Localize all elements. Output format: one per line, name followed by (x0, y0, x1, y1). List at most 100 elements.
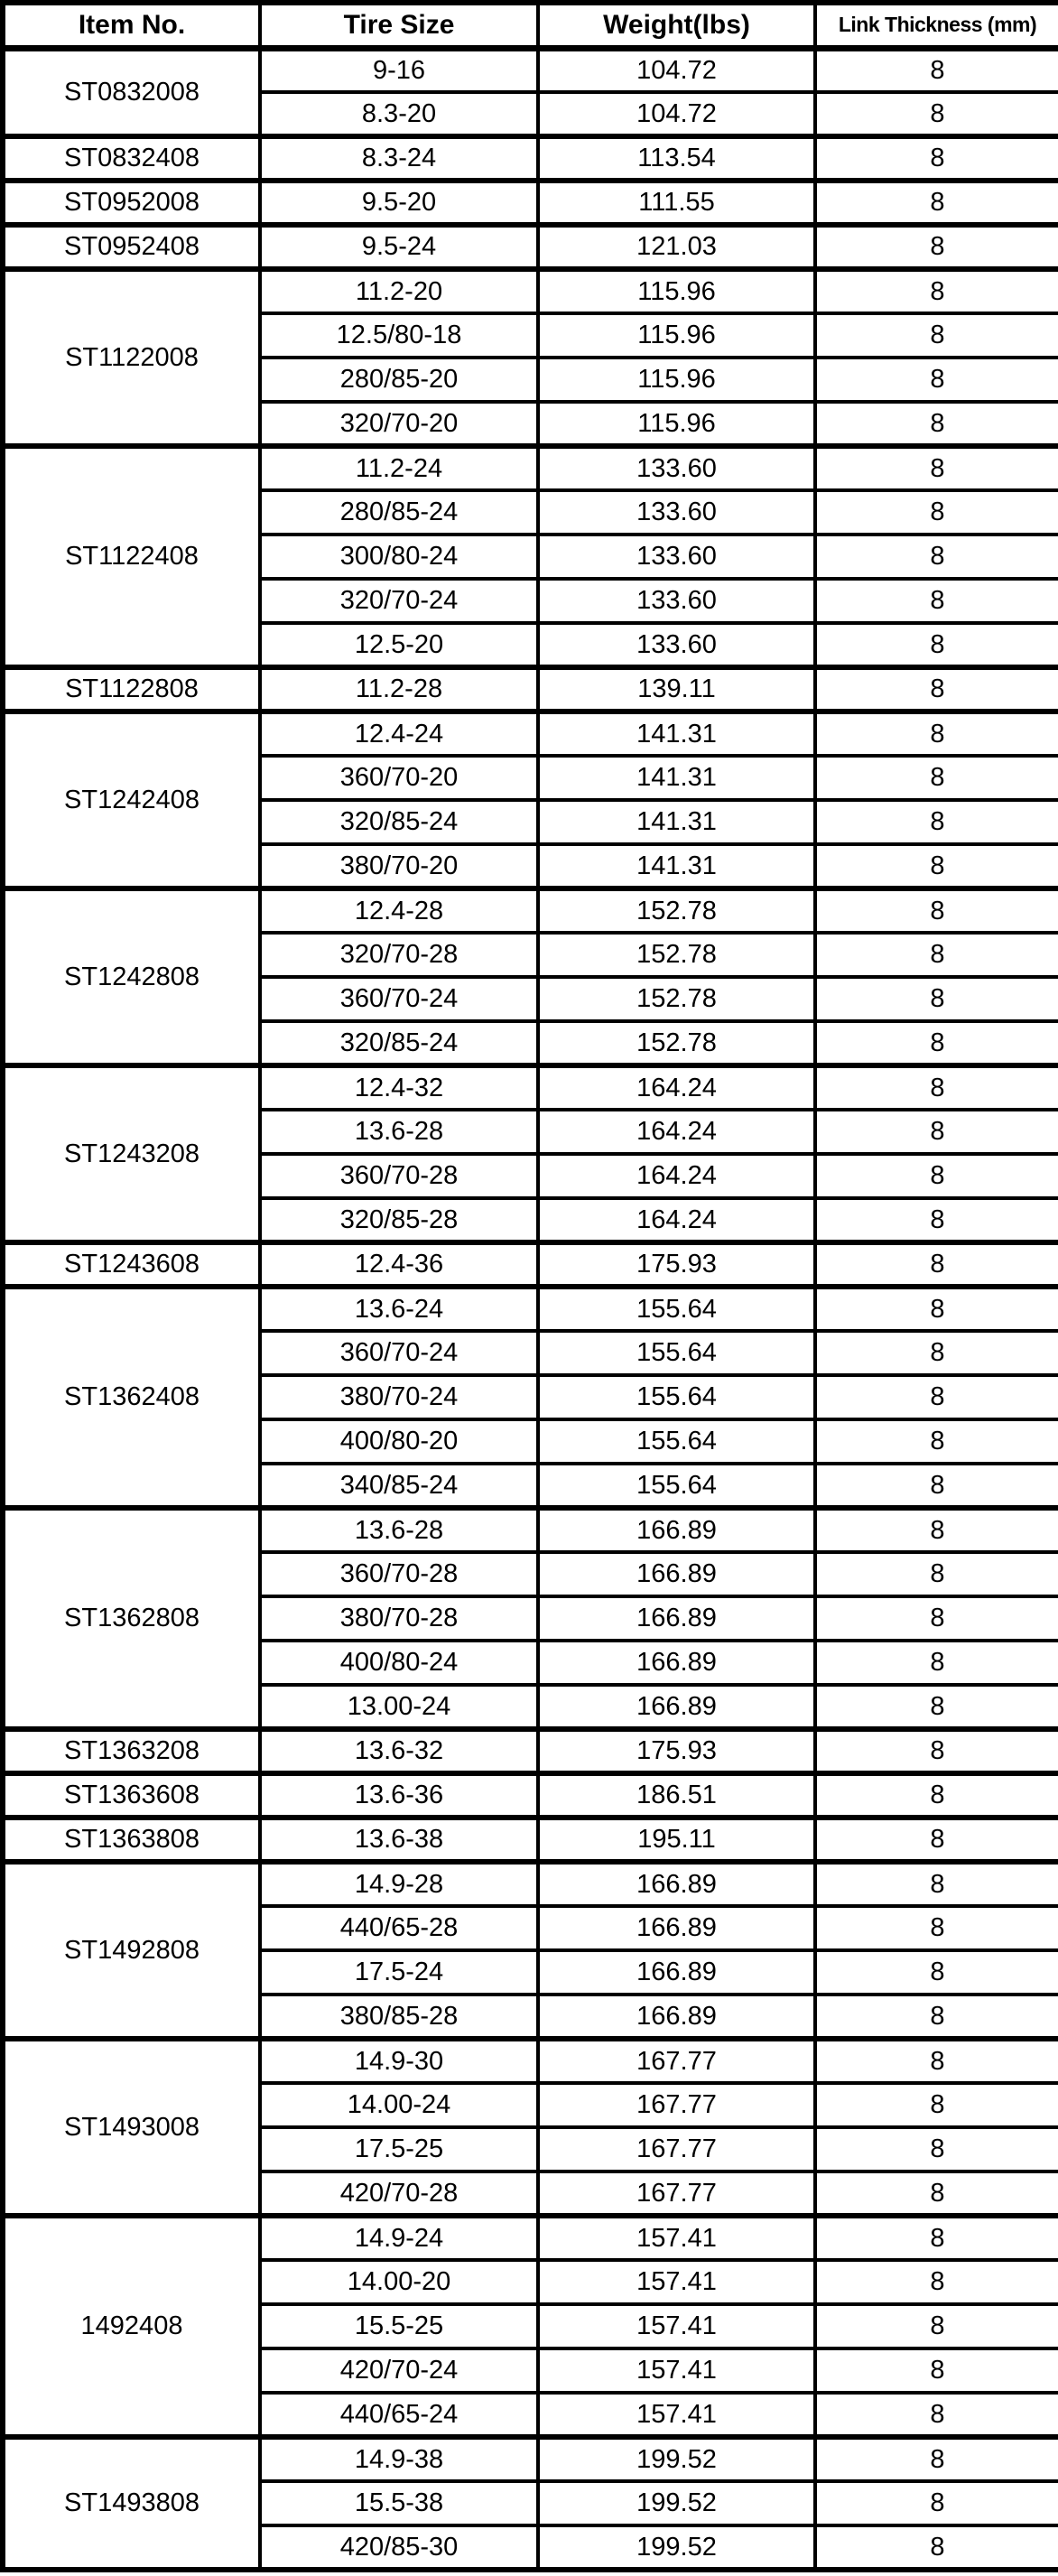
weight-cell: 157.41 (536, 2258, 817, 2304)
table-row: 420/70-28 167.77 8 (3, 2170, 1058, 2216)
table-row: 320/85-28 164.24 8 (3, 1196, 1058, 1242)
link-thickness-cell: 8 (813, 1683, 1058, 1729)
tire-size-cell: 280/85-20 (258, 356, 540, 402)
link-thickness-cell: 8 (813, 1639, 1058, 1685)
table-row: 15.5-38 199.52 8 (3, 2479, 1058, 2525)
table-row: 420/85-30 199.52 8 (3, 2524, 1058, 2570)
table-row: 380/70-20 141.31 8 (3, 842, 1058, 888)
weight-cell: 167.77 (536, 2036, 817, 2083)
item-no-cell: ST0832408 (1, 134, 262, 181)
item-no-cell: ST0952008 (1, 178, 262, 225)
tire-size-cell: 17.5-24 (258, 1948, 540, 1995)
link-thickness-cell: 8 (813, 2434, 1058, 2481)
table-row: ST1493008 14.9-30 167.77 8 (1, 2036, 1058, 2216)
tire-size-cell: 12.4-28 (258, 886, 540, 933)
weight-cell: 155.64 (536, 1462, 817, 1508)
link-thickness-cell: 8 (813, 1948, 1058, 1995)
link-thickness-cell: 8 (813, 1550, 1058, 1596)
link-thickness-cell: 8 (813, 2302, 1058, 2348)
link-thickness-cell: 8 (813, 1418, 1058, 1464)
weight-cell: 133.60 (536, 488, 817, 535)
tire-size-cell: 11.2-24 (258, 443, 540, 490)
table-row: 380/70-28 166.89 8 (3, 1595, 1058, 1641)
weight-cell: 199.52 (536, 2524, 817, 2570)
table-row: ST1493808 14.9-38 199.52 8 (1, 2434, 1058, 2570)
link-thickness-cell: 8 (813, 1019, 1058, 1065)
link-thickness-cell: 8 (813, 798, 1058, 844)
link-thickness-cell: 8 (813, 665, 1058, 711)
link-thickness-cell: 8 (813, 400, 1058, 446)
link-thickness-cell: 8 (813, 1196, 1058, 1242)
tire-size-cell: 15.5-38 (258, 2479, 540, 2525)
table-row: 360/70-24 152.78 8 (3, 975, 1058, 1021)
tire-size-cell: 8.3-20 (258, 90, 540, 136)
weight-cell: 186.51 (536, 1771, 817, 1818)
weight-cell: 155.64 (536, 1284, 817, 1331)
link-thickness-cell: 8 (813, 1284, 1058, 1331)
tire-size-cell: 17.5-25 (258, 2125, 540, 2171)
weight-cell: 155.64 (536, 1329, 817, 1375)
table-row: 320/85-24 152.78 8 (3, 1019, 1058, 1065)
tire-size-cell: 13.6-28 (258, 1108, 540, 1154)
item-no-cell: ST0832008 (1, 45, 262, 136)
table-row: 13.6-28 164.24 8 (3, 1108, 1058, 1154)
table-row: ST1122408 11.2-24 133.60 8 (1, 443, 1058, 667)
weight-cell: 141.31 (536, 754, 817, 800)
link-thickness-cell: 8 (813, 2036, 1058, 2083)
weight-cell: 195.11 (536, 1815, 817, 1862)
link-thickness-cell: 8 (813, 533, 1058, 579)
weight-cell: 199.52 (536, 2434, 817, 2481)
link-thickness-cell: 8 (813, 2479, 1058, 2525)
weight-cell: 133.60 (536, 577, 817, 623)
table-row: 360/70-24 155.64 8 (3, 1329, 1058, 1375)
weight-cell: 104.72 (536, 45, 817, 92)
table-row: ST1363608 13.6-36 186.51 8 (1, 1771, 1058, 1818)
weight-cell: 166.89 (536, 1639, 817, 1685)
weight-cell: 141.31 (536, 842, 817, 888)
tire-size-cell: 11.2-20 (258, 266, 540, 313)
table-row: ST1362808 13.6-28 166.89 8 (1, 1505, 1058, 1729)
table-row: 320/70-20 115.96 8 (3, 400, 1058, 446)
table-row: 12.5/80-18 115.96 8 (3, 312, 1058, 358)
link-thickness-cell: 8 (813, 754, 1058, 800)
tire-size-cell: 12.5/80-18 (258, 312, 540, 358)
weight-cell: 115.96 (536, 400, 817, 446)
tire-size-cell: 360/70-24 (258, 975, 540, 1021)
link-thickness-cell: 8 (813, 2081, 1058, 2127)
tire-size-cell: 14.9-28 (258, 1859, 540, 1906)
tire-size-cell: 8.3-24 (258, 134, 540, 181)
tire-size-cell: 300/80-24 (258, 533, 540, 579)
tire-size-cell: 11.2-28 (258, 665, 540, 711)
table-row: ST0832008 9-16 104.72 8 (1, 45, 1058, 136)
table-row: ST1243608 12.4-36 175.93 8 (1, 1240, 1058, 1287)
table-row: 440/65-24 157.41 8 (3, 2391, 1058, 2437)
link-thickness-cell: 8 (813, 1595, 1058, 1641)
item-no-cell: ST1362408 (1, 1284, 262, 1508)
table-row: 400/80-20 155.64 8 (3, 1418, 1058, 1464)
item-no-cell: ST1243208 (1, 1063, 262, 1242)
link-thickness-cell: 8 (813, 443, 1058, 490)
tire-size-cell: 420/85-30 (258, 2524, 540, 2570)
link-thickness-cell: 8 (813, 1993, 1058, 2039)
link-thickness-cell: 8 (813, 2170, 1058, 2216)
link-thickness-cell: 8 (813, 266, 1058, 313)
weight-cell: 133.60 (536, 533, 817, 579)
tire-size-cell: 14.9-24 (258, 2213, 540, 2260)
weight-cell: 141.31 (536, 798, 817, 844)
item-no-cell: ST1122808 (1, 665, 262, 711)
table-row: ST1242808 12.4-28 152.78 8 (1, 886, 1058, 1065)
link-thickness-cell: 8 (813, 577, 1058, 623)
tire-size-cell: 400/80-24 (258, 1639, 540, 1685)
table-row: 360/70-20 141.31 8 (3, 754, 1058, 800)
weight-cell: 115.96 (536, 266, 817, 313)
item-no-cell: ST1243608 (1, 1240, 262, 1287)
tire-size-cell: 320/85-24 (258, 1019, 540, 1065)
tire-size-cell: 400/80-20 (258, 1418, 540, 1464)
weight-cell: 166.89 (536, 1683, 817, 1729)
link-thickness-cell: 8 (813, 2258, 1058, 2304)
item-no-cell: 1492408 (1, 2213, 262, 2437)
link-thickness-cell: 8 (813, 2391, 1058, 2437)
weight-cell: 104.72 (536, 90, 817, 136)
